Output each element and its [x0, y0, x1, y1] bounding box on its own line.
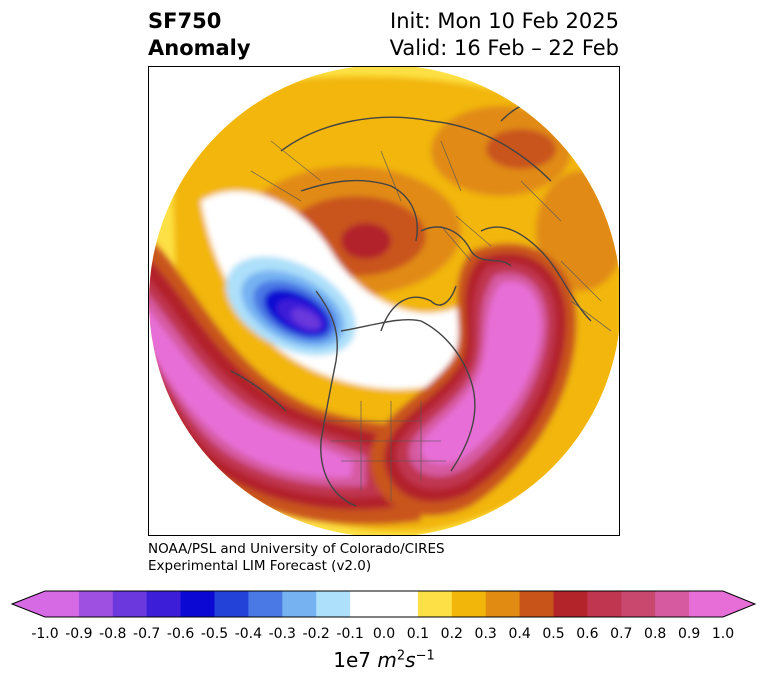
units-m-exp: 2 — [396, 648, 406, 664]
units-s: s — [405, 648, 416, 672]
colorbar-tick-label: 0.2 — [440, 626, 463, 642]
colorbar-cell — [621, 591, 656, 617]
map-frame — [148, 66, 620, 536]
colorbar-cell — [485, 591, 521, 617]
colorbar-tick-label: -1.0 — [31, 626, 59, 642]
anomaly-field — [149, 67, 619, 535]
anomaly-map — [149, 67, 619, 535]
colorbar-tick-label: 0.1 — [406, 626, 430, 642]
field-label: Anomaly — [148, 36, 251, 60]
colorbar-cell — [112, 591, 148, 617]
colorbar-tick-label: 0.7 — [610, 626, 633, 642]
colorbar-tick-label: -0.6 — [166, 626, 195, 642]
credit-text: NOAA/PSL and University of Colorado/CIRE… — [148, 541, 445, 575]
colorbar-tick-label: 0.5 — [542, 626, 565, 642]
colorbar-cell — [417, 591, 453, 617]
colorbar-cell — [316, 591, 351, 617]
colorbar-tick-label: -0.3 — [268, 626, 296, 642]
colorbar-tick-label: 1.0 — [711, 626, 735, 642]
colorbar-cell — [78, 591, 114, 617]
init-date: Init: Mon 10 Feb 2025 — [390, 9, 619, 33]
colorbar-cell — [451, 591, 487, 617]
colorbar-units: 1e7 m2s−1 — [333, 648, 434, 672]
colorbar-cell — [553, 591, 588, 617]
colorbar-tick-label: 0.9 — [677, 626, 701, 642]
colorbar-cell — [45, 591, 80, 617]
colorbar-tick-label: -0.1 — [336, 626, 364, 642]
colorbar-cell — [587, 591, 622, 617]
colorbar-cell — [180, 591, 215, 617]
colorbar-tick-label: 0.4 — [508, 626, 531, 642]
colorbar-tick-label: -0.9 — [65, 626, 93, 642]
colorbar-tick-label: -0.8 — [99, 626, 127, 642]
colorbar-tick-label: -0.4 — [234, 626, 263, 642]
colorbar-cell — [519, 591, 554, 617]
plot-title-right: Init: Mon 10 Feb 2025 Valid: 16 Feb – 22… — [390, 8, 619, 62]
variable-label: SF750 — [148, 9, 222, 33]
credit-line-1: NOAA/PSL and University of Colorado/CIRE… — [148, 541, 445, 557]
colorbar-cells — [12, 591, 755, 617]
units-base: 1e7 — [333, 648, 378, 672]
colorbar-cell — [384, 591, 419, 617]
borders — [250, 140, 612, 501]
colorbar-tick-label: 0.6 — [576, 626, 599, 642]
colorbar-tick-label: -0.5 — [200, 626, 229, 642]
colorbar-extend-low — [12, 591, 45, 617]
plot-title-left: SF750 Anomaly — [148, 8, 251, 62]
valid-range: Valid: 16 Feb – 22 Feb — [389, 36, 619, 60]
colorbar — [10, 590, 757, 618]
colorbar-outline — [10, 590, 757, 618]
colorbar-cell — [689, 591, 724, 617]
colorbar-cell — [350, 591, 385, 617]
colorbar-cell — [655, 591, 690, 617]
colorbar-tick-label: 0.0 — [372, 626, 396, 642]
colorbar-cell — [282, 591, 317, 617]
units-m: m — [377, 648, 397, 672]
colorbar-cell — [146, 591, 182, 617]
colorbar-tick-label: -0.2 — [302, 626, 330, 642]
colorbar-tick-label: -0.7 — [133, 626, 161, 642]
colorbar-cell — [248, 591, 283, 617]
colorbar-cell — [214, 591, 249, 617]
units-s-exp: −1 — [415, 648, 435, 664]
colorbar-tick-label: 0.8 — [644, 626, 667, 642]
colorbar-tick-label: 0.3 — [474, 626, 497, 642]
colorbar-extend-high — [723, 591, 755, 617]
credit-line-2: Experimental LIM Forecast (v2.0) — [148, 558, 372, 574]
